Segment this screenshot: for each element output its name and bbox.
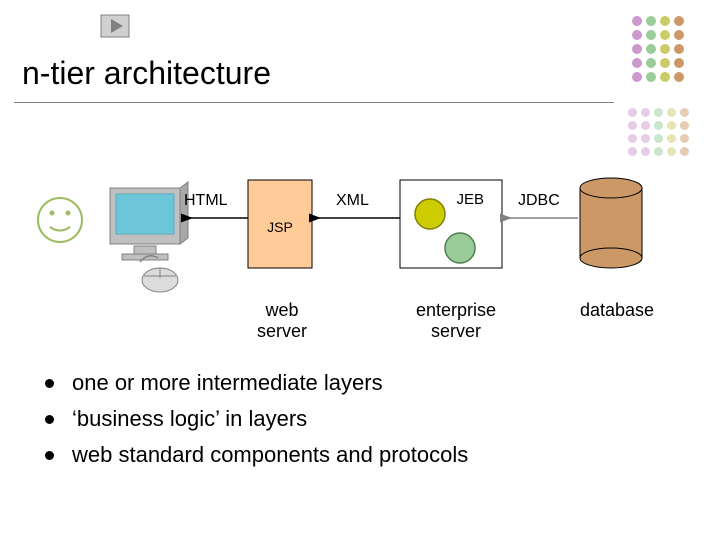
list-item: ‘business logic’ in layers — [45, 406, 468, 432]
bullet-text: ‘business logic’ in layers — [72, 406, 307, 432]
bullet-text: one or more intermediate layers — [72, 370, 383, 396]
bullet-list: one or more intermediate layers ‘busines… — [45, 370, 468, 478]
monitor-icon — [110, 182, 188, 260]
arrow-label-xml: XML — [336, 192, 369, 210]
database-caption: database — [572, 300, 662, 321]
enterprise-server-node: JEB — [400, 180, 502, 268]
bullet-icon — [45, 451, 54, 460]
bullet-icon — [45, 379, 54, 388]
list-item: web standard components and protocols — [45, 442, 468, 468]
mouse-icon — [140, 256, 178, 292]
slide: n-tier architecture — [0, 0, 720, 540]
web-server-inner-label: JSP — [267, 219, 293, 235]
user-icon — [38, 198, 82, 242]
web-server-caption: web server — [242, 300, 322, 342]
database-node — [580, 178, 642, 268]
bullet-text: web standard components and protocols — [72, 442, 468, 468]
arrow-label-html: HTML — [184, 192, 228, 210]
list-item: one or more intermediate layers — [45, 370, 468, 396]
web-server-node: JSP — [248, 180, 312, 268]
bullet-icon — [45, 415, 54, 424]
enterprise-server-caption: enterprise server — [406, 300, 506, 342]
arrow-label-jdbc: JDBC — [518, 192, 560, 210]
enterprise-server-inner-label: JEB — [456, 191, 484, 208]
